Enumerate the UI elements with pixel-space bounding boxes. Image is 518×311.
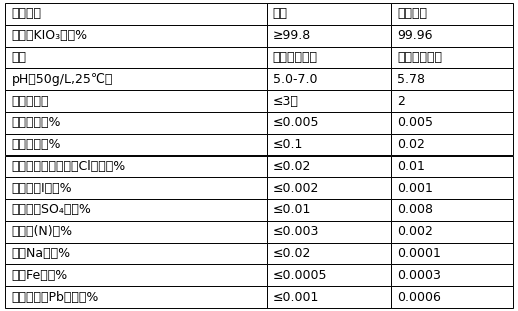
Text: ≤0.1: ≤0.1 [273,138,303,151]
Text: ≤0.02: ≤0.02 [273,160,311,173]
Bar [267,199,391,221]
Text: ≥99.8: ≥99.8 [273,29,311,42]
Text: 0.02: 0.02 [397,138,425,151]
Bar [5,90,267,112]
Text: ≤0.01: ≤0.01 [273,203,311,216]
Text: 重金属（以Pb计），%: 重金属（以Pb计），% [11,290,99,304]
Text: 澄清度试验: 澄清度试验 [11,95,49,108]
Text: ≤0.02: ≤0.02 [273,247,311,260]
Bar [391,199,513,221]
Text: 氯化物及氯酸盐（以Cl计），%: 氯化物及氯酸盐（以Cl计），% [11,160,126,173]
Text: ≤0.005: ≤0.005 [273,116,319,129]
Text: 总氮量(N)，%: 总氮量(N)，% [11,225,73,238]
Text: 水不溶物，%: 水不溶物，% [11,116,61,129]
Text: 干燥失量，%: 干燥失量，% [11,138,61,151]
Text: 5.78: 5.78 [397,73,425,86]
Bar [5,264,267,286]
Text: 硫酸盐（SO₄），%: 硫酸盐（SO₄），% [11,203,91,216]
Bar [5,3,267,25]
Bar [267,25,391,47]
Text: 5.0-7.0: 5.0-7.0 [273,73,318,86]
Bar [391,90,513,112]
Text: 标准: 标准 [273,7,288,21]
Bar [5,112,267,134]
Bar [267,68,391,90]
Bar [267,286,391,308]
Text: 0.0006: 0.0006 [397,290,441,304]
Bar [391,264,513,286]
Bar [267,3,391,25]
Bar [5,286,267,308]
Bar [391,25,513,47]
Text: 铁（Fe），%: 铁（Fe），% [11,269,68,282]
Bar [5,68,267,90]
Bar [5,156,267,177]
Bar [267,221,391,243]
Bar [267,156,391,177]
Text: 0.0001: 0.0001 [397,247,441,260]
Text: 0.0003: 0.0003 [397,269,441,282]
Text: 检验项目: 检验项目 [11,7,41,21]
Bar [267,47,391,68]
Bar [267,112,391,134]
Bar [5,134,267,156]
Text: 99.96: 99.96 [397,29,433,42]
Text: 0.008: 0.008 [397,203,433,216]
Bar [391,286,513,308]
Bar [267,134,391,156]
Bar [391,68,513,90]
Text: 白色结晶粉末: 白色结晶粉末 [273,51,318,64]
Text: ≤0.002: ≤0.002 [273,182,319,195]
Bar [267,264,391,286]
Text: 0.005: 0.005 [397,116,433,129]
Text: 2: 2 [397,95,405,108]
Text: 0.002: 0.002 [397,225,433,238]
Text: pH（50g/L,25℃）: pH（50g/L,25℃） [11,73,113,86]
Text: 含量（KIO₃），%: 含量（KIO₃），% [11,29,88,42]
Text: 0.001: 0.001 [397,182,433,195]
Text: ≤0.0005: ≤0.0005 [273,269,327,282]
Bar [391,221,513,243]
Text: 白色结晶粉末: 白色结晶粉末 [397,51,442,64]
Bar [267,177,391,199]
Bar [5,177,267,199]
Text: ≤0.003: ≤0.003 [273,225,319,238]
Bar [5,47,267,68]
Bar [391,47,513,68]
Bar [5,199,267,221]
Bar [391,3,513,25]
Text: 钠（Na），%: 钠（Na），% [11,247,70,260]
Bar [5,25,267,47]
Text: 0.01: 0.01 [397,160,425,173]
Bar [391,156,513,177]
Bar [5,221,267,243]
Text: 检测结果: 检测结果 [397,7,427,21]
Text: 外观: 外观 [11,51,26,64]
Text: 碘化物（I），%: 碘化物（I），% [11,182,72,195]
Text: ≤3号: ≤3号 [273,95,299,108]
Bar [391,112,513,134]
Bar [267,243,391,264]
Bar [267,90,391,112]
Text: ≤0.001: ≤0.001 [273,290,319,304]
Bar [391,243,513,264]
Bar [391,134,513,156]
Bar [391,177,513,199]
Bar [5,243,267,264]
